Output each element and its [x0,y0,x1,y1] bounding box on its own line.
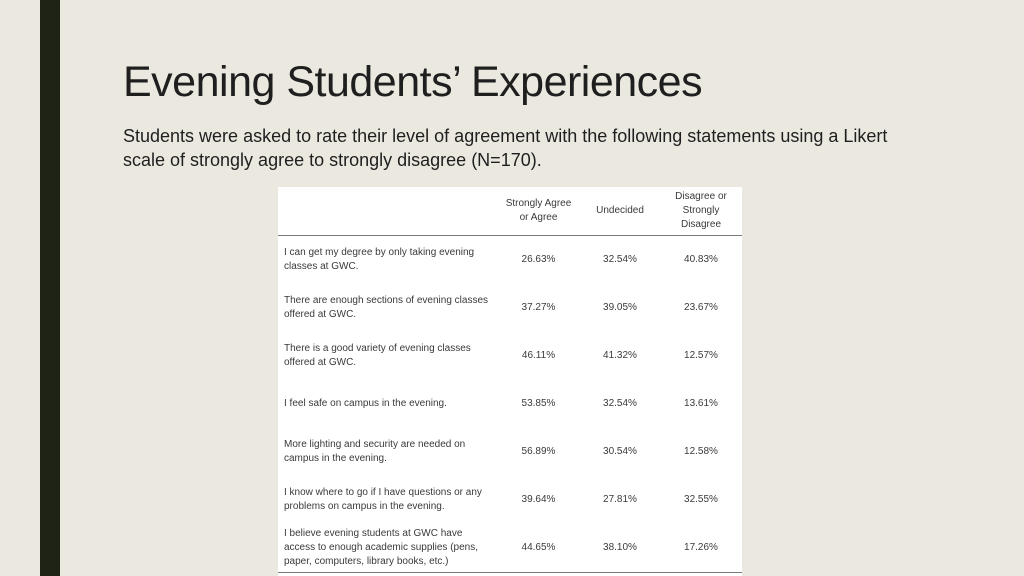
table-row: More lighting and security are needed on… [278,428,742,476]
undecided-cell: 39.05% [603,302,637,313]
header-undecided: Undecided [580,187,660,236]
slide-subtitle: Students were asked to rate their level … [123,126,888,170]
results-table-container: Strongly Agree or Agree Undecided Disagr… [278,187,742,576]
header-disagree: Disagree or Strongly Disagree [660,187,742,236]
table-row: I believe evening students at GWC have a… [278,524,742,573]
disagree-cell: 32.55% [684,494,718,505]
table-row: There are enough sections of evening cla… [278,284,742,332]
disagree-cell: 23.67% [684,302,718,313]
disagree-cell: 12.57% [684,350,718,361]
results-table: Strongly Agree or Agree Undecided Disagr… [278,187,742,573]
undecided-cell: 38.10% [580,524,660,573]
agree-cell: 56.89% [521,446,556,457]
header-statement [278,187,497,236]
undecided-cell: 41.32% [603,350,637,361]
statement-cell: I know where to go if I have questions o… [284,487,482,512]
undecided-cell: 32.54% [603,254,637,265]
agree-cell: 53.85% [521,398,556,409]
agree-cell: 46.11% [521,350,556,361]
table-row: I feel safe on campus in the evening. 53… [278,380,742,428]
header-agree: Strongly Agree or Agree [497,187,580,236]
statement-cell: More lighting and security are needed on… [284,439,466,464]
undecided-cell: 27.81% [603,494,637,505]
agree-cell: 44.65% [497,524,580,573]
statement-cell: I believe evening students at GWC have a… [278,524,497,573]
statement-cell: I can get my degree by only taking eveni… [284,247,475,272]
table-header-row: Strongly Agree or Agree Undecided Disagr… [278,187,742,236]
agree-cell: 26.63% [521,254,556,265]
agree-cell: 37.27% [521,302,556,313]
slide-title: Evening Students’ Experiences [123,58,703,106]
statement-cell: I feel safe on campus in the evening. [284,398,447,409]
disagree-cell: 17.26% [660,524,742,573]
statement-cell: There are enough sections of evening cla… [284,295,489,320]
undecided-cell: 32.54% [603,398,637,409]
table-row: I can get my degree by only taking eveni… [278,236,742,285]
disagree-cell: 12.58% [684,446,718,457]
undecided-cell: 30.54% [603,446,637,457]
agree-cell: 39.64% [521,494,556,505]
statement-cell: There is a good variety of evening class… [284,343,471,368]
disagree-cell: 40.83% [684,254,718,265]
table-row: I know where to go if I have questions o… [278,476,742,524]
table-row: There is a good variety of evening class… [278,332,742,380]
accent-bar [40,0,60,576]
disagree-cell: 13.61% [684,398,718,409]
